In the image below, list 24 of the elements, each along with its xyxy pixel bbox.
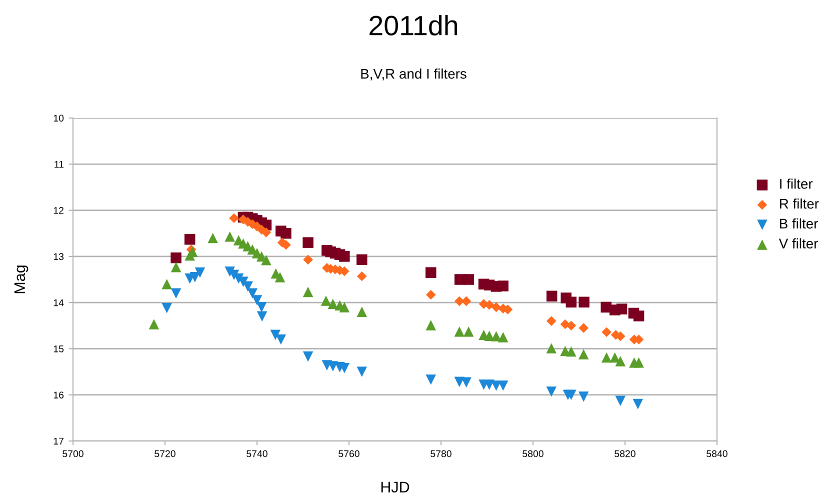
- y-tick-label: 14: [54, 299, 64, 306]
- y-tick-label: 16: [54, 392, 64, 398]
- legend-label: R filter: [780, 198, 819, 209]
- x-tick-label: 5780: [430, 450, 452, 458]
- y-tick-label: 12: [54, 207, 64, 214]
- x-tick-label: 5740: [246, 450, 268, 458]
- y-tick-label: 17: [54, 438, 64, 445]
- x-tick-label: 5840: [706, 450, 728, 458]
- x-tick-label: 5800: [522, 450, 544, 458]
- x-tick-label: 5820: [614, 450, 636, 458]
- y-tick-label: 11: [54, 160, 64, 168]
- legend-label: B filter: [780, 218, 818, 229]
- y-tick-label: 15: [54, 346, 64, 352]
- y-tick-label: 13: [54, 253, 64, 260]
- x-axis-title: HJD: [381, 482, 410, 493]
- x-tick-label: 5700: [62, 450, 84, 458]
- legend-label: V filter: [778, 238, 818, 248]
- legend-label: I filter: [780, 178, 813, 189]
- x-tick-label: 5720: [154, 450, 176, 458]
- x-tick-label: 5760: [338, 450, 360, 458]
- y-axis-title: Mag: [14, 266, 28, 294]
- y-tick-label: 10: [54, 114, 64, 122]
- chart-subtitle: B,V,R and I filters: [361, 68, 466, 80]
- chart-title: 2011dh: [370, 15, 458, 36]
